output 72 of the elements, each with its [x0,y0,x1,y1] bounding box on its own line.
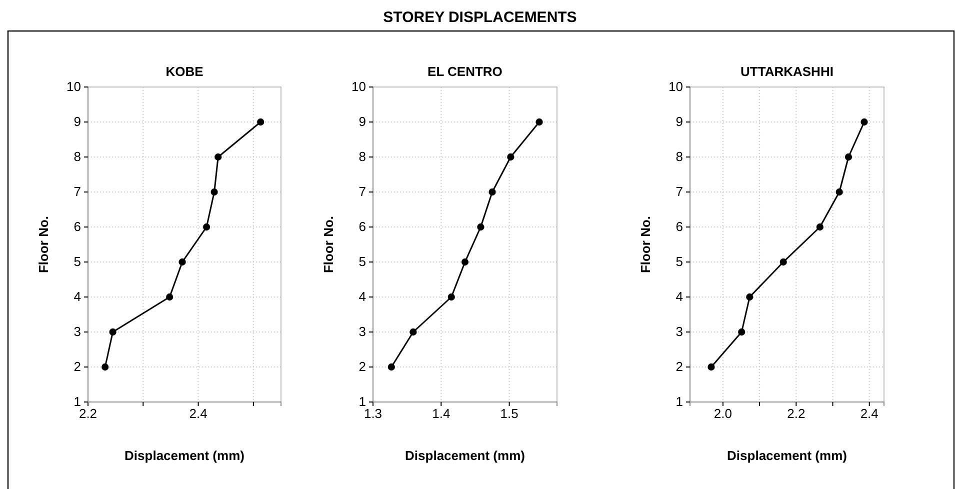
x-axis-title: Displacement (mm) [405,448,525,463]
y-tick-label: 4 [676,289,683,304]
point [410,328,417,336]
y-tick-label: 8 [676,149,683,164]
point [746,293,754,301]
point [109,328,116,336]
y-axis-title: Floor No. [638,216,653,274]
point [178,258,186,266]
y-tick-label: 2 [358,359,366,374]
y-tick-label: 7 [358,184,366,200]
point [844,153,852,161]
y-tick-label: 7 [74,184,81,200]
text: STOREY DISPLACEMENTS [383,9,577,26]
y-tick-label: 3 [358,324,366,340]
y-tick-label: 3 [74,324,81,340]
y-tick-label: 6 [74,219,81,234]
y-tick-label: 4 [358,289,366,304]
x-axis-title: Displacement (mm) [124,448,244,463]
x-tick-label: 2.2 [78,406,98,422]
y-tick-label: 1 [676,394,683,410]
point [708,363,715,371]
y-axis-title: Floor No. [321,216,336,274]
y-tick-label: 10 [352,79,366,94]
y-tick-label: 9 [676,114,683,130]
y-tick-label: 9 [358,114,366,130]
point [536,118,543,126]
x-tick-label: 1.5 [500,406,518,422]
point [102,363,109,371]
y-axis-title: Floor No. [36,216,51,274]
y-tick-label: 5 [74,254,81,270]
x-tick-label: 2.2 [787,406,806,422]
y-tick-label: 5 [358,254,366,270]
y-tick-label: 10 [668,79,683,94]
y-tick-label: 2 [74,359,81,374]
y-tick-label: 5 [676,254,683,270]
point [448,293,455,301]
chart-title: UTTARKASHHI [740,64,834,79]
y-tick-label: 6 [676,219,683,234]
y-tick-label: 6 [358,219,366,234]
y-tick-label: 1 [74,394,81,410]
y-tick-label: 10 [66,79,81,94]
y-tick-label: 7 [676,184,683,200]
x-axis-title: Displacement (mm) [727,448,847,463]
point [860,118,868,126]
chart-title: KOBE [166,64,204,79]
point [461,258,469,266]
y-tick-label: 3 [676,324,683,340]
x-tick-label: 2.4 [189,406,208,422]
point [816,223,824,231]
point [257,118,264,126]
x-tick-label: 2.0 [714,406,732,422]
point [738,328,746,336]
y-tick-label: 8 [358,149,366,164]
point [388,363,395,371]
point [214,153,222,161]
point [210,188,218,196]
y-tick-label: 2 [676,359,683,374]
x-tick-label: 2.4 [860,406,878,422]
y-tick-label: 1 [358,394,366,410]
y-tick-label: 4 [74,289,81,304]
point [488,188,496,196]
x-tick-label: 1.4 [432,406,450,422]
point [836,188,843,196]
point [507,153,514,161]
point [780,258,787,266]
point [477,223,484,231]
point [202,223,210,231]
point [166,293,174,301]
x-tick-label: 1.3 [364,406,382,422]
y-tick-label: 9 [74,114,81,130]
y-tick-label: 8 [74,149,81,164]
chart-title: EL CENTRO [428,64,502,79]
